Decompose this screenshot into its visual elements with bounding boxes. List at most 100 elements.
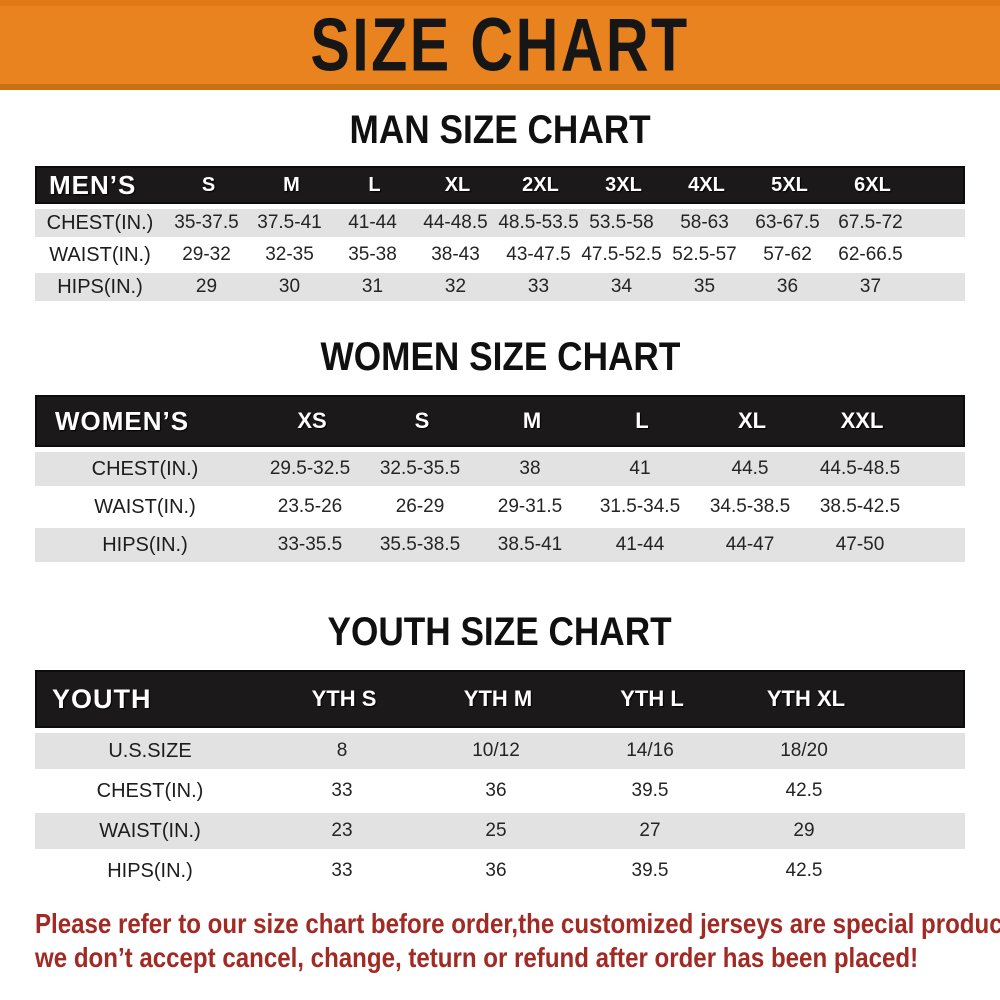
women-chest-row: CHEST(IN.) 29.5-32.5 32.5-35.5 38 41 44.… [35, 452, 965, 486]
measure-value: 34 [610, 276, 633, 297]
men-table-title: MEN’S [49, 169, 137, 200]
measure-value: 31.5-34.5 [599, 496, 681, 517]
measure-value: 38-43 [431, 244, 480, 265]
size-col-header: S [414, 408, 430, 433]
women-table-title: WOMEN’S [55, 405, 190, 436]
measure-value: 32-35 [265, 244, 314, 265]
measure-label: HIPS(IN.) [57, 275, 143, 298]
measure-value: 42.5 [785, 860, 823, 881]
measure-value: 47.5-52.5 [581, 244, 662, 265]
measure-value: 44.5 [731, 458, 769, 479]
measure-value: 36 [485, 780, 507, 801]
size-col-header: M [522, 408, 542, 433]
women-waist-row: WAIST(IN.) 23.5-26 26-29 29-31.5 31.5-34… [35, 490, 965, 524]
measure-value: 37 [859, 276, 882, 297]
measure-value: 27 [639, 820, 661, 841]
size-col-header: YTH XL [766, 686, 846, 711]
measure-label: CHEST(IN.) [96, 779, 204, 802]
youth-header-row: YOUTH YTH S YTH M YTH L YTH XL [35, 670, 965, 728]
measure-value: 29 [195, 276, 218, 297]
measure-value: 35-37.5 [174, 212, 239, 233]
youth-size-chart-heading: YOUTH SIZE CHART [0, 610, 1000, 654]
measure-value: 62-66.5 [838, 244, 903, 265]
size-col-header: 6XL [854, 173, 891, 196]
measure-value: 44-48.5 [423, 212, 488, 233]
youth-hips-row: HIPS(IN.) 33 36 39.5 42.5 [35, 853, 965, 889]
size-chart-title: SIZE CHART [310, 2, 690, 87]
men-header-row: MEN’S S M L XL 2XL 3XL 4XL 5XL 6XL [35, 166, 965, 204]
size-col-header: 5XL [771, 173, 808, 196]
women-size-chart-heading: WOMEN SIZE CHART [0, 335, 1000, 379]
measure-value: 67.5-72 [838, 212, 903, 233]
measure-value: 25 [485, 820, 507, 841]
measure-label: CHEST(IN.) [91, 457, 199, 480]
measure-label: CHEST(IN.) [46, 211, 154, 234]
measure-value: 38.5-42.5 [819, 496, 901, 517]
measure-label: WAIST(IN.) [99, 819, 201, 842]
measure-value: 32.5-35.5 [379, 458, 461, 479]
measure-value: 35.5-38.5 [379, 534, 461, 555]
size-col-header: YTH L [620, 686, 684, 711]
man-size-chart-heading-text: MAN SIZE CHART [349, 108, 651, 152]
measure-value: 38.5-41 [497, 534, 563, 555]
size-chart-banner: SIZE CHART [0, 0, 1000, 90]
men-waist-row: WAIST(IN.) 29-32 32-35 35-38 38-43 43-47… [35, 241, 965, 269]
measure-value: 41 [629, 458, 651, 479]
measure-value: 29 [793, 820, 815, 841]
measure-value: 33 [331, 780, 353, 801]
order-notice-line-1: Please refer to our size chart before or… [35, 908, 1000, 939]
measure-value: 33 [527, 276, 550, 297]
measure-label: HIPS(IN.) [107, 859, 193, 882]
measure-value: 53.5-58 [589, 212, 654, 233]
women-hips-row: HIPS(IN.) 33-35.5 35.5-38.5 38.5-41 41-4… [35, 528, 965, 562]
youth-waist-row: WAIST(IN.) 23 25 27 29 [35, 813, 965, 849]
size-col-header: XXL [840, 408, 884, 433]
measure-value: 30 [278, 276, 301, 297]
men-hips-row: HIPS(IN.) 29 30 31 32 33 34 35 36 37 [35, 273, 965, 301]
man-size-chart-heading: MAN SIZE CHART [0, 108, 1000, 152]
measure-value: 8 [336, 740, 348, 761]
measure-value: 31 [361, 276, 384, 297]
women-size-chart-heading-text: WOMEN SIZE CHART [320, 335, 680, 379]
measure-label: U.S.SIZE [108, 739, 192, 762]
size-col-header: M [283, 173, 300, 196]
order-notice: Please refer to our size chart before or… [35, 907, 1000, 975]
measure-value: 32 [444, 276, 467, 297]
measure-value: 44-47 [725, 534, 775, 555]
measure-value: 39.5 [631, 860, 669, 881]
size-col-header: XL [737, 408, 767, 433]
measure-value: 37.5-41 [257, 212, 322, 233]
measure-value: 38 [519, 458, 541, 479]
measure-value: 58-63 [680, 212, 729, 233]
measure-value: 35 [693, 276, 716, 297]
measure-value: 18/20 [780, 740, 828, 761]
measure-label: HIPS(IN.) [102, 533, 188, 556]
measure-value: 23 [331, 820, 353, 841]
youth-ussize-row: U.S.SIZE 8 10/12 14/16 18/20 [35, 733, 965, 769]
measure-value: 47-50 [835, 534, 885, 555]
measure-value: 33-35.5 [277, 534, 343, 555]
measure-value: 29-32 [182, 244, 231, 265]
measure-label: WAIST(IN.) [49, 243, 151, 266]
men-chest-row: CHEST(IN.) 35-37.5 37.5-41 41-44 44-48.5… [35, 209, 965, 237]
measure-value: 36 [776, 276, 799, 297]
measure-value: 34.5-38.5 [709, 496, 791, 517]
measure-value: 33 [331, 860, 353, 881]
size-col-header: YTH M [463, 686, 533, 711]
measure-value: 41-44 [615, 534, 665, 555]
size-col-header: 2XL [522, 173, 559, 196]
measure-value: 43-47.5 [506, 244, 571, 265]
youth-size-chart-heading-text: YOUTH SIZE CHART [327, 610, 673, 654]
measure-value: 44.5-48.5 [819, 458, 901, 479]
women-header-row: WOMEN’S XS S M L XL XXL [35, 395, 965, 447]
measure-value: 14/16 [626, 740, 674, 761]
measure-value: 39.5 [631, 780, 669, 801]
size-col-header: 4XL [688, 173, 725, 196]
women-size-table: WOMEN’S XS S M L XL XXL CHEST(IN.) 29.5-… [35, 395, 965, 562]
measure-value: 52.5-57 [672, 244, 737, 265]
measure-label: WAIST(IN.) [94, 495, 196, 518]
size-col-header: XS [297, 408, 327, 433]
size-col-header: YTH S [311, 686, 377, 711]
size-col-header: L [368, 173, 381, 196]
